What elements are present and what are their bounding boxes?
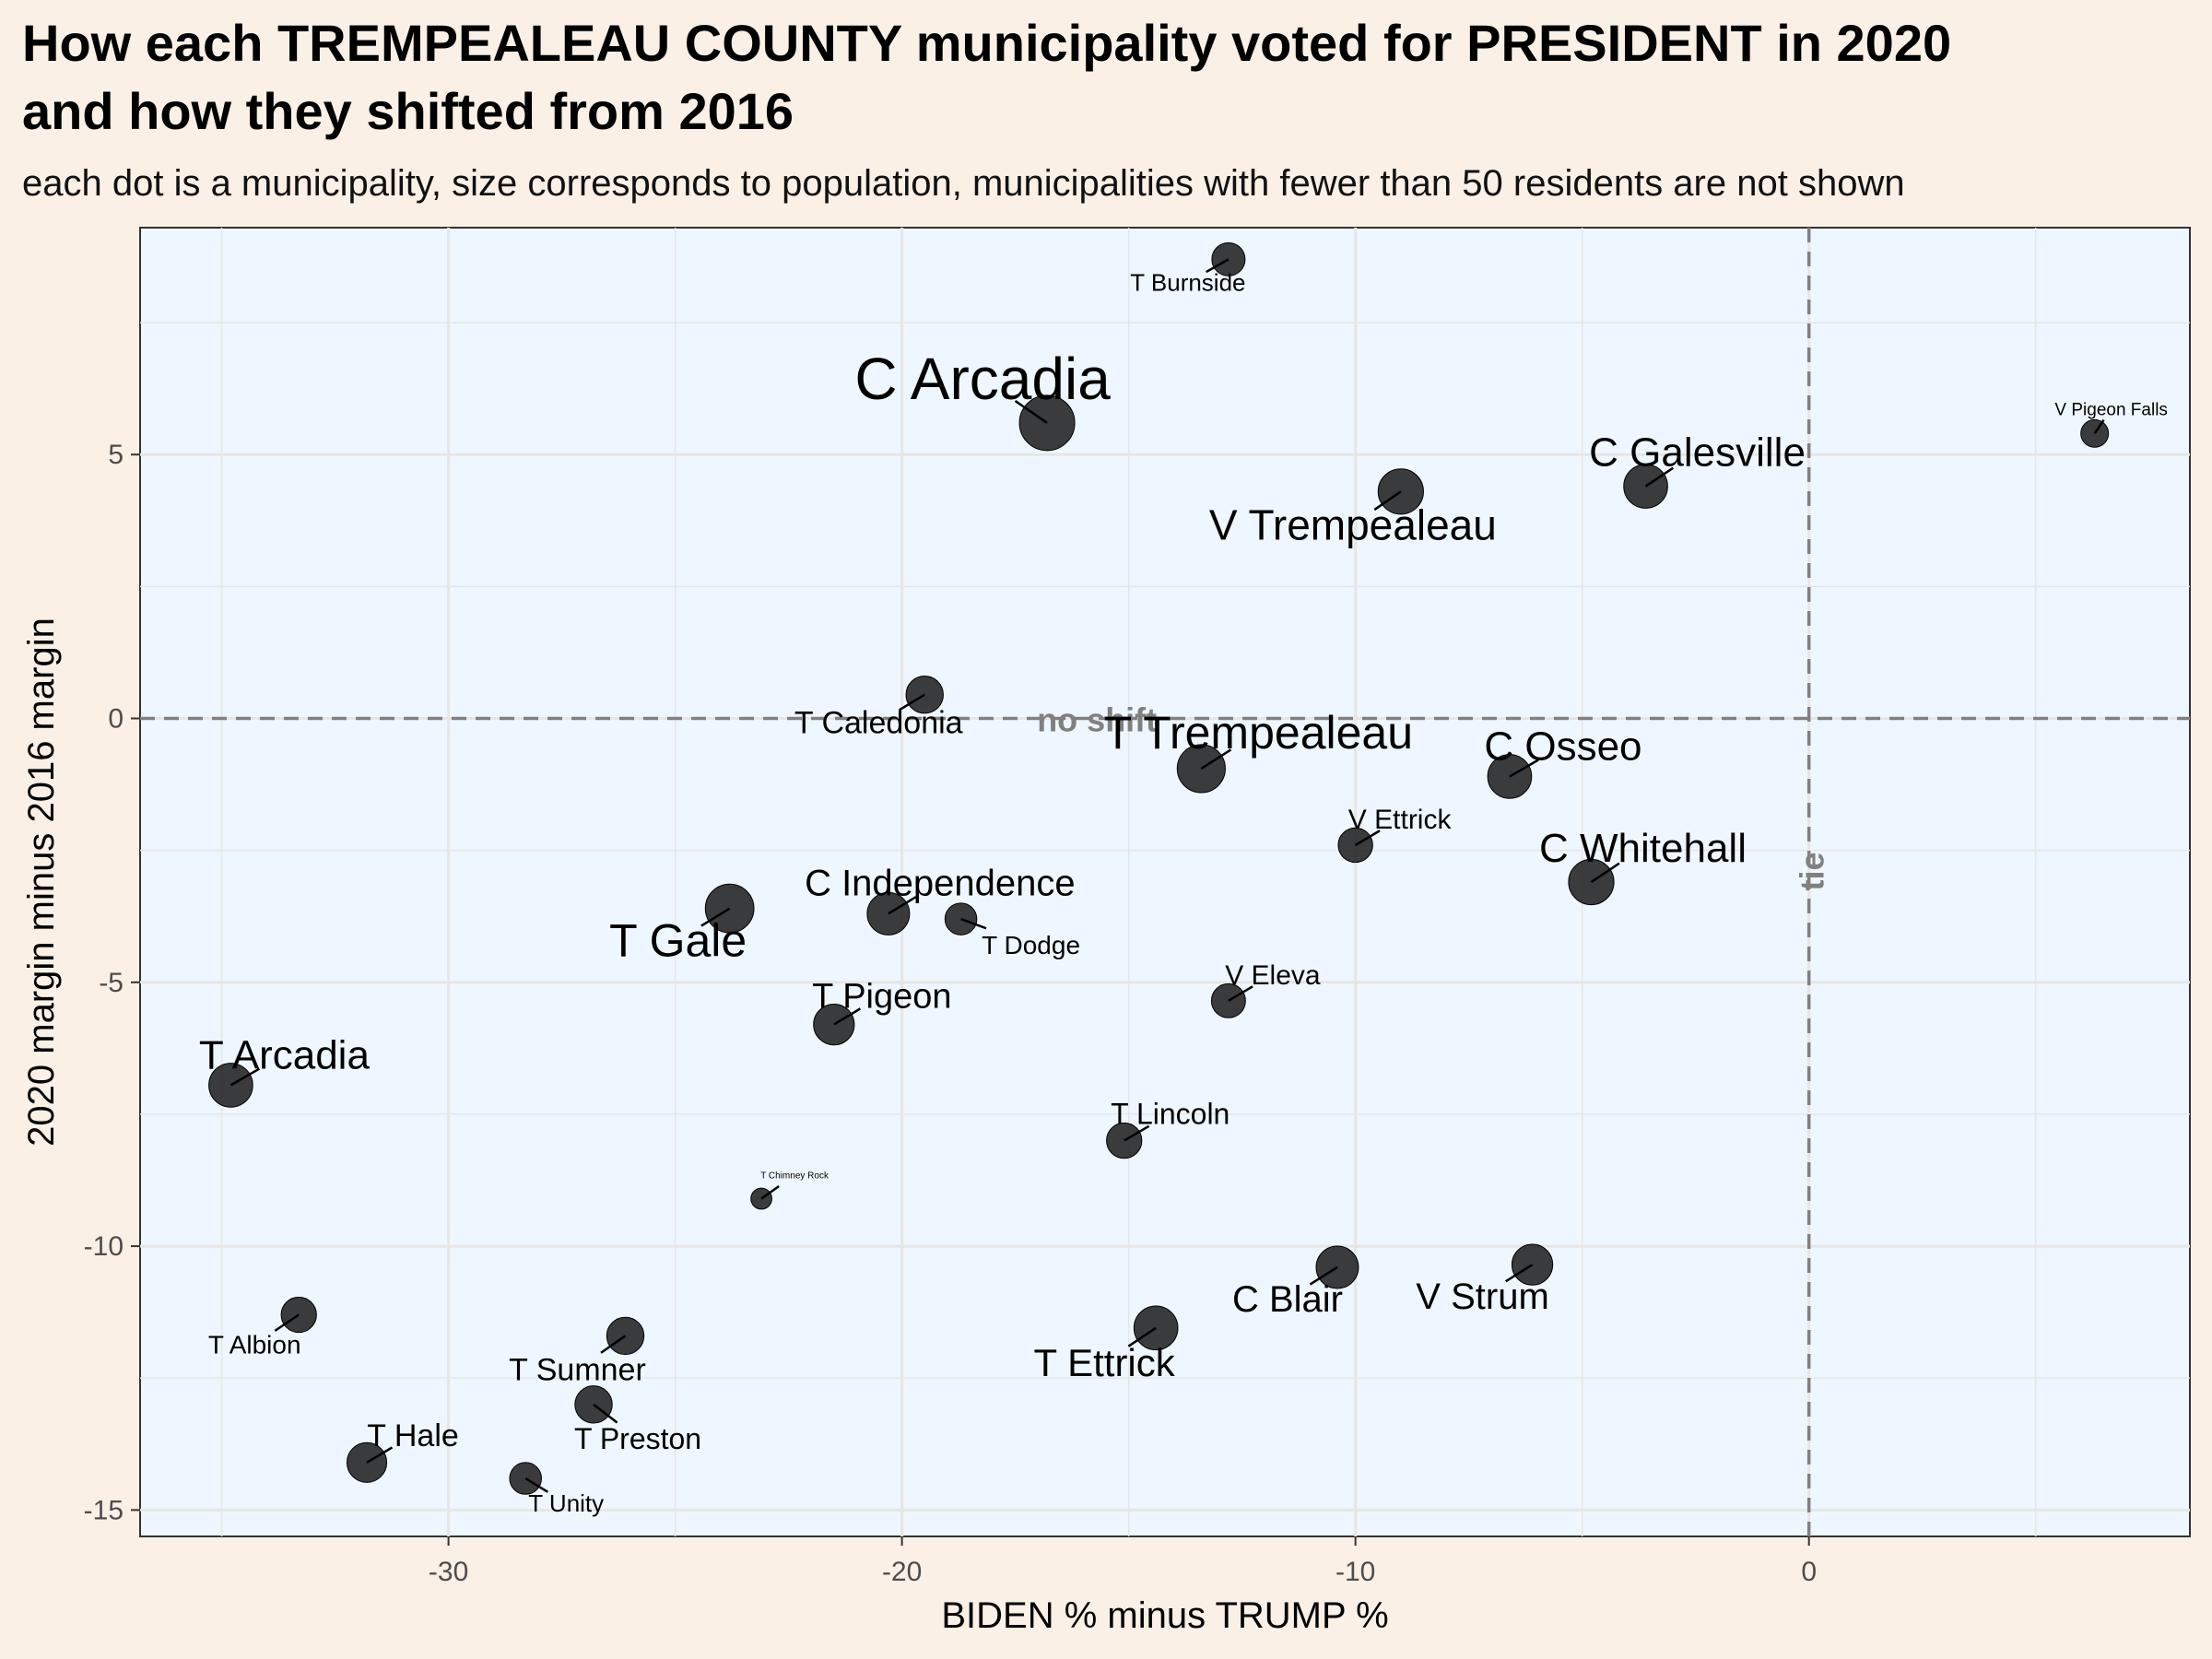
y-tick-label: 0 bbox=[108, 704, 124, 735]
leader-line-c-blair bbox=[1309, 1265, 1338, 1286]
leader-line-t-dodge bbox=[960, 917, 987, 930]
label-t-lincoln: T Lincoln bbox=[1111, 1098, 1230, 1131]
leader-line-c-independence bbox=[888, 896, 917, 915]
label-c-arcadia: C Arcadia bbox=[854, 346, 1111, 412]
leader-line-c-osseo bbox=[1509, 759, 1539, 778]
label-v-trempealeau: V Trempealeau bbox=[1209, 500, 1497, 548]
leader-line-t-arcadia bbox=[229, 1067, 261, 1087]
leader-line-t-ettrick bbox=[1127, 1326, 1157, 1347]
label-t-ettrick: T Ettrick bbox=[1034, 1341, 1176, 1384]
no-shift-label: no shift bbox=[1037, 701, 1157, 739]
y-axis-title: 2020 margin minus 2016 margin bbox=[21, 618, 62, 1147]
chart-title-line1: How each TREMPEALEAU COUNTY municipality… bbox=[22, 14, 1951, 72]
chart-title-line2: and how they shifted from 2016 bbox=[22, 82, 794, 140]
label-t-arcadia: T Arcadia bbox=[199, 1032, 371, 1077]
y-tick-label: 5 bbox=[108, 440, 124, 470]
leader-line-c-whitehall bbox=[1590, 862, 1620, 884]
leader-line-t-gale bbox=[700, 907, 731, 927]
y-tick-label: -10 bbox=[84, 1231, 124, 1262]
tie-label: tie bbox=[1794, 853, 1831, 891]
x-axis-title: BIDEN % minus TRUMP % bbox=[941, 1595, 1388, 1636]
leader-line-t-hale bbox=[366, 1446, 394, 1464]
label-t-unity: T Unity bbox=[528, 1489, 604, 1517]
x-tick-label: 0 bbox=[1801, 1557, 1817, 1587]
label-v-ettrick: V Ettrick bbox=[1348, 805, 1453, 835]
label-v-eleva: V Eleva bbox=[1225, 960, 1321, 991]
y-tick-label: -15 bbox=[84, 1495, 124, 1525]
leader-line-t-albion bbox=[274, 1313, 300, 1332]
label-t-hale: T Hale bbox=[367, 1418, 459, 1453]
leader-line-v-pigeon-falls bbox=[2093, 418, 2105, 435]
leader-line-v-eleva bbox=[1228, 985, 1253, 1002]
chart-subtitle: each dot is a municipality, size corresp… bbox=[22, 163, 1905, 204]
label-t-chimney-rock: T Chimney Rock bbox=[760, 1171, 830, 1182]
label-c-independence: C Independence bbox=[805, 863, 1076, 903]
leader-line-c-galesville bbox=[1644, 466, 1675, 488]
reference-lines: no shift tie bbox=[140, 228, 2190, 1536]
x-tick-label: -10 bbox=[1335, 1557, 1375, 1587]
point-labels: T Burnside C Arcadia V Pigeon Falls C Gales… bbox=[199, 258, 2168, 1517]
leader-line-t-chimney-rock bbox=[760, 1185, 780, 1200]
leader-line-v-strum bbox=[1505, 1264, 1534, 1283]
leader-line-t-preston bbox=[593, 1403, 618, 1424]
leader-line-c-arcadia bbox=[1014, 399, 1048, 424]
label-c-blair: C Blair bbox=[1232, 1279, 1343, 1320]
label-t-caledonia: T Caledonia bbox=[794, 706, 963, 741]
label-t-pigeon: T Pigeon bbox=[812, 978, 951, 1017]
leader-line-t-sumner bbox=[600, 1335, 627, 1354]
label-c-galesville: C Galesville bbox=[1589, 430, 1806, 476]
label-c-osseo: C Osseo bbox=[1484, 724, 1641, 769]
x-tick-label: -30 bbox=[429, 1557, 468, 1587]
leader-line-t-trempealeau bbox=[1200, 748, 1232, 770]
axes: -30 -20 -10 0 -15 -10 -5 0 5 bbox=[84, 440, 1817, 1587]
leader-line-t-burnside bbox=[1206, 258, 1230, 274]
label-t-trempealeau: T Trempealeau bbox=[1104, 707, 1413, 759]
label-t-dodge: T Dodge bbox=[982, 931, 1080, 959]
label-v-strum: V Strum bbox=[1416, 1277, 1548, 1317]
y-tick-label: -5 bbox=[99, 968, 124, 998]
label-t-preston: T Preston bbox=[574, 1422, 701, 1455]
leader-line-t-lincoln bbox=[1124, 1124, 1150, 1142]
x-tick-label: -20 bbox=[882, 1557, 922, 1587]
label-t-gale: T Gale bbox=[609, 915, 747, 967]
label-v-pigeon-falls: V Pigeon Falls bbox=[2054, 400, 2168, 419]
leader-line-t-unity bbox=[524, 1477, 549, 1493]
leader-line-v-ettrick bbox=[1355, 830, 1381, 846]
label-t-sumner: T Sumner bbox=[509, 1352, 646, 1387]
label-c-whitehall: C Whitehall bbox=[1539, 826, 1747, 871]
leader-line-v-trempealeau bbox=[1373, 490, 1402, 512]
leader-line-t-caledonia bbox=[899, 693, 925, 712]
leader-line-t-pigeon bbox=[833, 1007, 862, 1026]
label-t-burnside: T Burnside bbox=[1130, 268, 1245, 296]
label-t-albion: T Albion bbox=[208, 1331, 301, 1359]
